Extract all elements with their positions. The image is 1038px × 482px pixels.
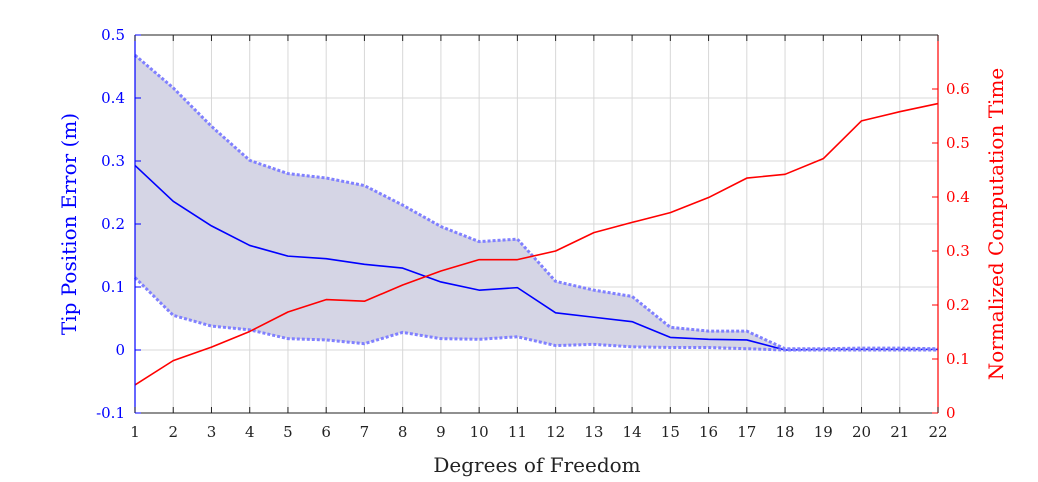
- y-left-tick-label: -0.1: [96, 404, 125, 422]
- x-tick-label: 20: [852, 423, 871, 441]
- x-tick-labels: 1 2 3 4 5 6 7 8 9 10 11 12 13 14 15 16 17 18 19 20 21 22: [130, 423, 947, 441]
- y-right-tick-label: 0.1: [946, 350, 970, 368]
- x-tick-label: 12: [546, 423, 565, 441]
- x-tick-label: 3: [207, 423, 217, 441]
- x-tick-label: 21: [890, 423, 909, 441]
- series-lines: [133, 54, 939, 386]
- x-axis-title: Degrees of Freedom: [433, 453, 640, 477]
- x-tick-label: 1: [130, 423, 140, 441]
- x-tick-label: 18: [776, 423, 795, 441]
- x-tick-label: 14: [623, 423, 642, 441]
- y-right-tick-labels: 0 0.1 0.2 0.3 0.4 0.5 0.6: [946, 80, 970, 422]
- y-left-tick-label: 0.1: [101, 278, 125, 296]
- x-tick-label: 10: [470, 423, 489, 441]
- y-left-tick-label: 0.4: [101, 89, 125, 107]
- x-tick-label: 22: [928, 423, 947, 441]
- y-left-tick-label: 0.5: [101, 26, 125, 44]
- y-left-tick-label: 0.3: [101, 152, 125, 170]
- y-right-tick-label: 0.6: [946, 80, 970, 98]
- x-tick-label: 2: [168, 423, 178, 441]
- x-tick-label: 9: [436, 423, 446, 441]
- error-band: [135, 55, 938, 350]
- x-tick-label: 16: [699, 423, 718, 441]
- computation-time-line: [134, 102, 939, 386]
- x-tick-label: 19: [814, 423, 833, 441]
- axes: [134, 34, 939, 414]
- x-tick-label: 8: [398, 423, 408, 441]
- x-tick-label: 5: [283, 423, 293, 441]
- y-right-tick-label: 0.3: [946, 242, 970, 260]
- y-left-tick-label: 0: [115, 341, 125, 359]
- y-left-axis-title: Tip Position Error (m): [57, 113, 81, 335]
- x-tick-label: 13: [584, 423, 603, 441]
- x-tick-label: 4: [245, 423, 255, 441]
- y-right-tick-label: 0.4: [946, 188, 970, 206]
- y-right-tick-label: 0: [946, 404, 956, 422]
- y-right-tick-label: 0.2: [946, 296, 970, 314]
- x-tick-label: 11: [508, 423, 527, 441]
- band-lower-line: [133, 276, 938, 352]
- band-fill: [135, 55, 938, 350]
- y-left-tick-labels: -0.1 0 0.1 0.2 0.3 0.4 0.5: [96, 26, 125, 422]
- x-tick-label: 7: [360, 423, 370, 441]
- x-tick-label: 6: [321, 423, 331, 441]
- y-right-tick-label: 0.5: [946, 134, 970, 152]
- y-right-axis-title: Normalized Computation Time: [984, 68, 1008, 381]
- y-left-tick-label: 0.2: [101, 215, 125, 233]
- x-tick-label: 15: [661, 423, 680, 441]
- x-tick-label: 17: [737, 423, 756, 441]
